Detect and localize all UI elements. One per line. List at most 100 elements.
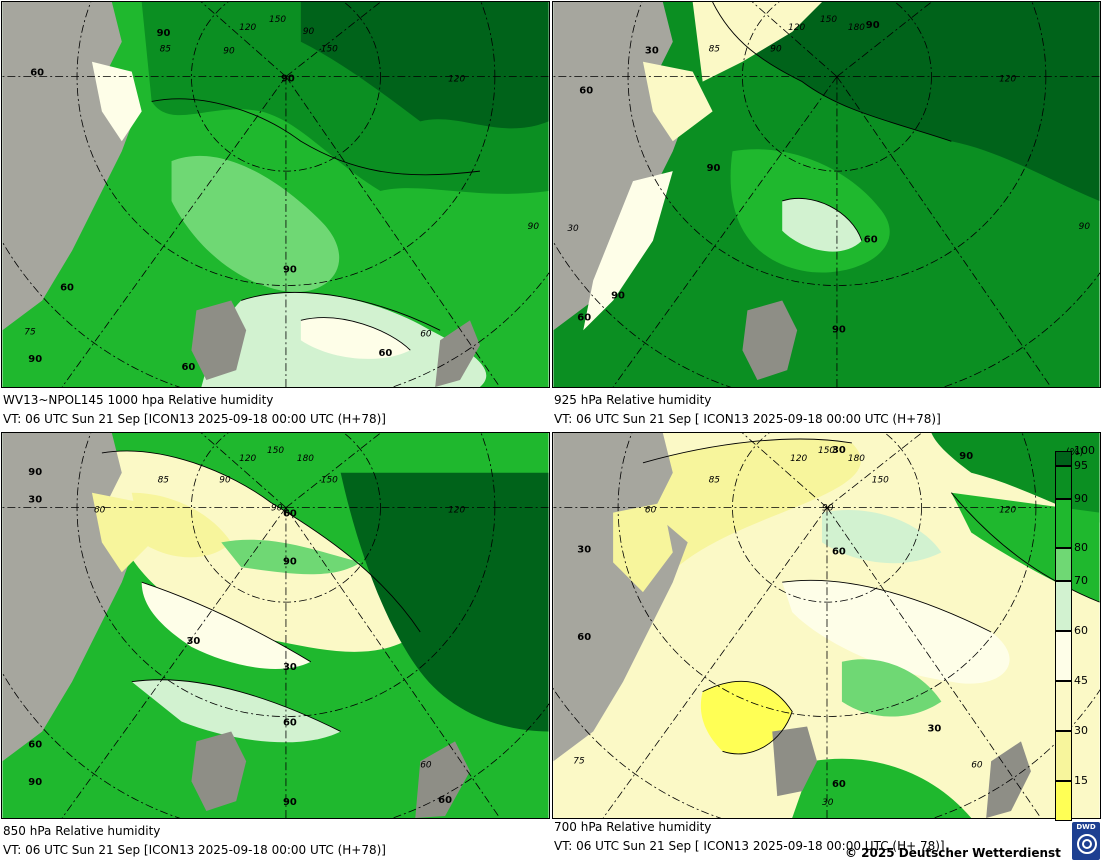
- meridian-line: [285, 507, 501, 818]
- contour-line: [712, 2, 952, 142]
- contour-label: 90: [28, 467, 42, 478]
- map-panel-700hpa: 30 90 30 60 60 30 60 150 120 180 85 90 1…: [552, 432, 1101, 819]
- legend-segment-60-70: [1055, 581, 1072, 631]
- contour-line: [782, 197, 863, 241]
- panel-title: 925 hPa Relative humidity: [554, 393, 712, 407]
- meridian-line: [836, 76, 1052, 387]
- copyright-notice: © 2025 Deutscher Wetterdienst: [845, 846, 1061, 860]
- grid-label: 75: [24, 327, 36, 337]
- humidity-field-saturated: [300, 2, 549, 129]
- contour-label: 60: [30, 68, 44, 79]
- contour-line: [241, 292, 441, 331]
- grid-label: 150: [269, 15, 286, 25]
- coastal-dry-strip: [583, 171, 673, 331]
- contour-line: [951, 492, 1100, 603]
- svalbard-land: [191, 300, 247, 381]
- grid-label: 90: [303, 27, 315, 37]
- grid-label: 120: [790, 454, 807, 464]
- contour-label: 90: [283, 797, 297, 808]
- novaya-zemlya-land: [415, 741, 470, 818]
- legend-unit: (%): [1066, 447, 1084, 458]
- contour-label: 60: [28, 739, 42, 750]
- contour-label: 90: [832, 324, 846, 335]
- meridian-line: [826, 433, 922, 508]
- svalbard-land: [191, 731, 247, 812]
- contour-label: 90: [157, 28, 171, 39]
- contour-label: 60: [438, 795, 452, 806]
- latitude-circle: [191, 2, 381, 172]
- map-panel-925hpa: 30 90 60 90 60 90 60 90 150 120 180 90 8…: [552, 1, 1101, 388]
- contour-lines: [101, 450, 421, 732]
- legend-tick-label: 80: [1074, 541, 1088, 554]
- contour-label: 30: [28, 495, 42, 506]
- contour-lines: [712, 2, 952, 241]
- legend-tick-label: 30: [1074, 724, 1088, 737]
- contour-line: [702, 680, 793, 755]
- grid-label: 85: [160, 45, 172, 55]
- meridian-line: [61, 507, 287, 818]
- map-canvas-1000hpa: 90 60 60 90 90 60 90 60 90 120 150 150 9…: [2, 2, 549, 387]
- grid-label: 90: [1079, 222, 1091, 232]
- humidity-field-moist: [171, 155, 340, 293]
- lat-lon-grid: [2, 2, 549, 387]
- meridian-line: [201, 433, 287, 508]
- grid-label: 180: [848, 23, 865, 33]
- contour-line: [151, 98, 480, 176]
- panel-title: 700 hPa Relative humidity: [554, 820, 712, 834]
- humidity-field-dry-lower: [141, 582, 311, 669]
- contour-label: 30: [186, 636, 200, 647]
- contour-label: 90: [28, 777, 42, 788]
- latitude-circle: [732, 433, 922, 603]
- grid-label: 85: [709, 476, 721, 486]
- legend-segment-15-30: [1055, 731, 1072, 781]
- humidity-field-saturated: [340, 472, 549, 732]
- legend-tick-label: 45: [1074, 674, 1088, 687]
- contour-line: [300, 317, 411, 351]
- grid-label: 150: [872, 476, 889, 486]
- meridian-line: [612, 76, 838, 387]
- meridian-line: [285, 76, 501, 387]
- panel-caption-700hpa: 700 hPa Relative humidity VT: 06 UTC Sun…: [554, 818, 945, 856]
- legend-tick-label: 60: [1074, 624, 1088, 637]
- contour-label: 90: [283, 265, 297, 276]
- grid-label: 90: [528, 222, 540, 232]
- humidity-field-dry: [300, 317, 411, 359]
- grid-label: 150: [267, 446, 284, 456]
- grid-label: 60: [94, 506, 106, 516]
- grid-label: 180: [297, 454, 314, 464]
- panel-caption-1000hpa: WV13~NPOL145 1000 hpa Relative humidity …: [3, 391, 386, 429]
- humidity-field-moist-patch: [841, 659, 942, 717]
- grid-label: 90: [770, 45, 782, 55]
- panel-caption-925hpa: 925 hPa Relative humidity VT: 06 UTC Sun…: [554, 391, 941, 429]
- contour-label: 60: [577, 312, 591, 323]
- contour-line: [141, 581, 312, 663]
- legend-tick-label: 95: [1074, 459, 1088, 472]
- contour-label: 90: [28, 354, 42, 365]
- grid-label: 120: [239, 23, 256, 33]
- contour-line: [131, 679, 341, 732]
- humidity-field-very-dry: [636, 439, 861, 593]
- dwd-swirl-inner-icon: [1082, 839, 1092, 849]
- novaya-zemlya-land: [435, 320, 480, 387]
- legend-tick-label: 100: [1074, 444, 1095, 457]
- humidity-field-dry: [782, 580, 1010, 684]
- lat-lon-grid: [553, 433, 1100, 818]
- legend-tick-label: 15: [1074, 774, 1088, 787]
- meridian-line: [285, 433, 381, 508]
- greenland-ice: [613, 502, 673, 593]
- map-panel-1000hpa: 90 60 60 90 90 60 90 60 90 120 150 150 9…: [1, 1, 550, 388]
- grid-label: 30: [822, 798, 834, 808]
- legend-segment-30-45: [1055, 681, 1072, 731]
- contour-label: 90: [611, 290, 625, 301]
- contour-label: 90: [866, 20, 880, 31]
- contour-label: 60: [378, 348, 392, 359]
- meridian-line: [201, 2, 287, 77]
- meridian-line: [826, 507, 1042, 818]
- contour-line: [101, 450, 421, 633]
- contour-label: 30: [832, 445, 846, 456]
- contour-lines: [642, 438, 1100, 755]
- legend-segment-0-15: [1055, 781, 1072, 821]
- contour-lines: [151, 98, 480, 351]
- panel-title: 850 hPa Relative humidity: [3, 824, 161, 838]
- svalbard-land: [742, 300, 798, 381]
